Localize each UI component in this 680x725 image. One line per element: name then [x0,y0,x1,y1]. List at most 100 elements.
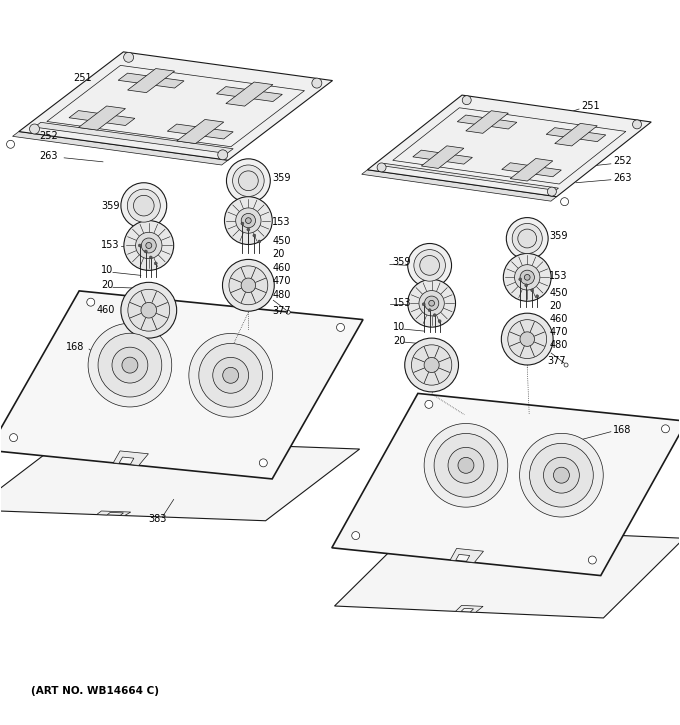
Circle shape [448,447,484,484]
Polygon shape [466,111,509,133]
Circle shape [223,368,239,384]
Polygon shape [502,163,562,177]
Circle shape [222,260,274,311]
Circle shape [247,228,250,231]
Circle shape [433,314,436,317]
Circle shape [420,255,439,276]
Circle shape [411,345,452,385]
Polygon shape [19,52,333,160]
Circle shape [98,334,162,397]
Circle shape [189,334,273,417]
Text: 168: 168 [66,342,84,352]
Circle shape [236,208,261,233]
Circle shape [547,187,556,196]
Circle shape [520,270,534,284]
Circle shape [218,150,228,160]
Text: 359: 359 [549,231,568,241]
Circle shape [133,195,154,216]
Circle shape [408,244,452,287]
Polygon shape [413,150,473,164]
Polygon shape [97,511,131,515]
Circle shape [141,302,156,318]
Polygon shape [12,131,228,165]
Polygon shape [335,526,680,618]
Circle shape [112,347,148,383]
Text: 10: 10 [101,265,114,276]
Text: 20: 20 [272,249,285,260]
Text: 470: 470 [272,276,291,286]
Circle shape [258,240,261,243]
Text: 460: 460 [549,314,568,324]
Circle shape [428,309,431,312]
Circle shape [434,434,498,497]
Polygon shape [332,394,680,576]
Circle shape [241,213,256,228]
Circle shape [524,275,530,281]
Circle shape [199,344,262,407]
Text: 251: 251 [73,73,92,83]
Circle shape [224,196,272,244]
Text: 480: 480 [272,290,290,300]
Circle shape [462,96,471,104]
Circle shape [150,256,152,259]
Circle shape [560,198,568,206]
Polygon shape [456,605,483,613]
Circle shape [121,183,167,228]
Circle shape [377,163,386,172]
Circle shape [518,229,537,248]
Polygon shape [422,146,464,168]
Circle shape [458,457,474,473]
Text: 252: 252 [613,156,632,166]
Circle shape [124,52,133,62]
Text: 470: 470 [549,327,568,337]
Polygon shape [118,73,184,88]
Text: 252: 252 [39,131,58,141]
Circle shape [154,262,157,265]
Circle shape [508,320,547,359]
Circle shape [124,220,173,270]
Text: 377: 377 [547,356,566,366]
Circle shape [128,289,170,331]
Circle shape [424,357,439,373]
Circle shape [438,320,441,323]
Circle shape [259,459,267,467]
Polygon shape [367,95,651,196]
Polygon shape [0,439,360,521]
Polygon shape [555,123,597,146]
Text: 450: 450 [272,236,291,247]
Circle shape [146,242,152,249]
Circle shape [424,296,439,310]
Circle shape [520,434,603,517]
Circle shape [229,266,268,304]
Circle shape [520,332,534,347]
Text: 251: 251 [581,101,600,111]
Polygon shape [35,123,233,154]
Text: 20: 20 [393,336,405,346]
Text: 153: 153 [272,217,291,227]
Circle shape [121,282,177,338]
Text: 153: 153 [101,241,120,250]
Text: 263: 263 [39,151,58,161]
Circle shape [429,300,435,306]
Circle shape [414,249,445,281]
Text: 480: 480 [549,340,568,350]
Circle shape [512,223,542,254]
Circle shape [501,313,553,365]
Circle shape [422,303,425,306]
Text: 263: 263 [613,173,632,183]
Text: 460: 460 [97,305,116,315]
Circle shape [29,124,39,134]
Circle shape [286,310,290,314]
Polygon shape [216,86,282,102]
Text: 460: 460 [272,263,290,273]
Circle shape [632,120,641,129]
Circle shape [554,467,569,483]
Circle shape [515,265,540,290]
Circle shape [564,363,568,367]
Text: 10: 10 [393,322,405,332]
Circle shape [337,323,345,331]
Text: 20: 20 [549,301,562,311]
Circle shape [530,289,534,291]
Polygon shape [0,291,363,479]
Circle shape [141,238,156,253]
